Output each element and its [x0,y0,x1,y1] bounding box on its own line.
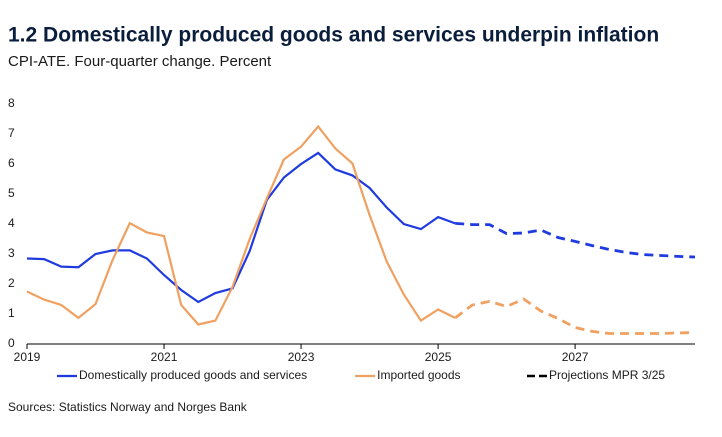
y-tick-label: 2 [8,276,15,290]
legend-label: Projections MPR 3/25 [549,368,665,382]
y-tick-label: 3 [8,246,15,260]
y-tick-label: 8 [8,96,15,110]
y-tick-label: 0 [8,336,15,350]
source-note: Sources: Statistics Norway and Norges Ba… [8,400,248,414]
series-line [26,124,456,326]
x-tick-label: 2019 [14,350,41,364]
projection-line [455,222,696,259]
chart-subtitle: CPI-ATE. Four-quarter change. Percent [8,53,272,70]
y-tick-label: 7 [8,126,15,140]
projection-line [454,297,696,335]
legend-label: Imported goods [377,368,460,382]
x-tick-label: 2023 [288,350,315,364]
y-tick-label: 1 [8,306,15,320]
series-line [26,151,456,304]
y-tick-label: 5 [8,186,15,200]
x-tick-label: 2027 [562,350,589,364]
legend-label: Domestically produced goods and services [79,368,307,382]
chart-title: 1.2 Domestically produced goods and serv… [8,24,659,47]
x-tick-label: 2021 [151,350,178,364]
y-tick-label: 4 [8,216,15,230]
y-tick-label: 6 [8,156,15,170]
x-tick-label: 2025 [425,350,452,364]
